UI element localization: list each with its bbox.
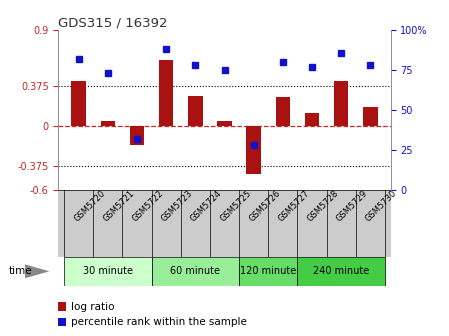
Bar xyxy=(363,107,378,126)
Text: GSM5723: GSM5723 xyxy=(160,188,195,223)
Text: 240 minute: 240 minute xyxy=(313,266,369,276)
Text: 60 minute: 60 minute xyxy=(170,266,220,276)
Bar xyxy=(188,96,202,126)
Text: GSM5727: GSM5727 xyxy=(277,188,311,223)
Bar xyxy=(247,126,261,174)
Text: GSM5720: GSM5720 xyxy=(72,189,107,223)
Bar xyxy=(64,257,152,286)
Text: GSM5726: GSM5726 xyxy=(247,188,282,223)
Text: GSM5730: GSM5730 xyxy=(364,188,399,223)
Bar xyxy=(297,257,385,286)
Text: GSM5728: GSM5728 xyxy=(306,188,340,223)
Text: log ratio: log ratio xyxy=(71,302,114,311)
Text: time: time xyxy=(9,266,33,276)
Text: GSM5729: GSM5729 xyxy=(335,189,370,223)
Text: GSM5725: GSM5725 xyxy=(218,189,253,223)
Text: 120 minute: 120 minute xyxy=(240,266,296,276)
Bar xyxy=(239,257,297,286)
Bar xyxy=(101,121,115,126)
Bar xyxy=(305,113,319,126)
Bar xyxy=(152,257,239,286)
Bar xyxy=(334,81,348,126)
Text: GSM5721: GSM5721 xyxy=(101,189,136,223)
Text: GDS315 / 16392: GDS315 / 16392 xyxy=(58,16,168,29)
Text: percentile rank within the sample: percentile rank within the sample xyxy=(71,317,247,327)
Text: GSM5722: GSM5722 xyxy=(131,189,165,223)
Bar xyxy=(130,126,144,145)
Text: 30 minute: 30 minute xyxy=(83,266,133,276)
Text: GSM5724: GSM5724 xyxy=(189,189,224,223)
Polygon shape xyxy=(25,264,49,278)
Bar xyxy=(159,60,173,126)
Bar xyxy=(71,81,86,126)
Bar xyxy=(276,97,290,126)
Bar xyxy=(217,121,232,126)
